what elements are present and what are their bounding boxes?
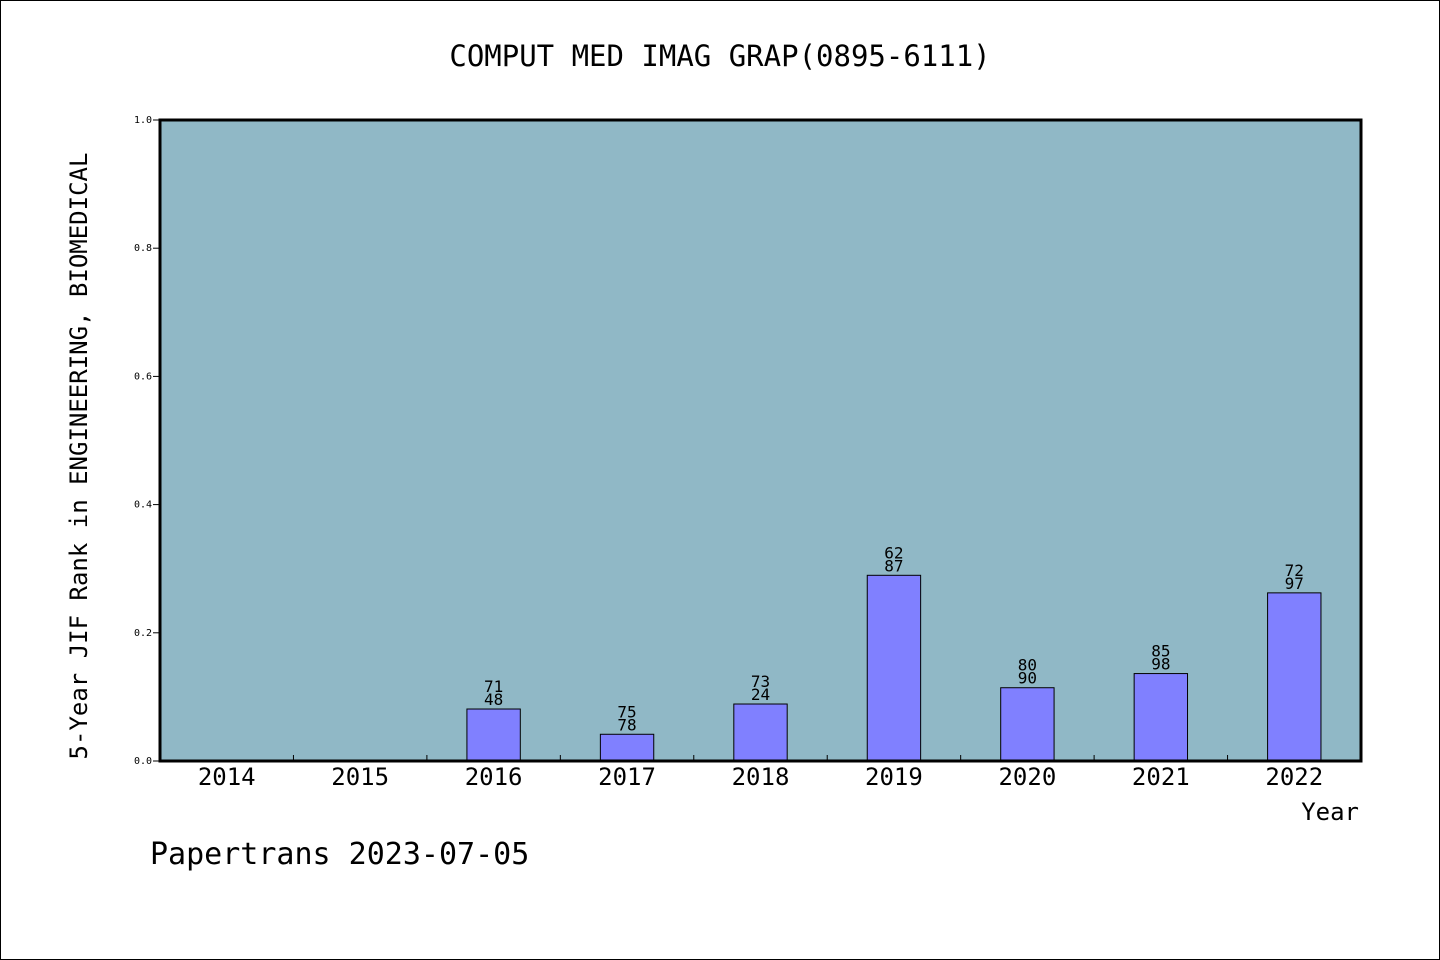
chart-title: COMPUT MED IMAG GRAP(0895-6111)	[449, 39, 990, 73]
bar-label-rank: 85	[1151, 642, 1170, 661]
bar-2019	[866, 574, 922, 762]
y-axis-label: 5-Year JIF Rank in ENGINEERING, BIOMEDIC…	[65, 153, 93, 760]
y-tick-label: 0.4	[134, 500, 152, 511]
footer-credit: Papertrans 2023-07-05	[150, 837, 529, 872]
bar-2022	[1267, 592, 1322, 762]
x-tick-label: 2018	[732, 763, 790, 791]
x-tick-label: 2021	[1132, 763, 1190, 791]
bar-label-total: 87	[884, 556, 903, 575]
bar-label-total: 24	[751, 685, 770, 704]
y-tick-label: 0.2	[134, 628, 152, 639]
x-axis: 2014 2015 2016 2017 2018 2019 2020 2021 2022	[198, 755, 1323, 791]
bar-2016	[466, 708, 521, 762]
y-tick-label: 0.6	[134, 371, 152, 382]
y-tick-label: 1.0	[134, 115, 152, 126]
x-tick-label: 2019	[865, 763, 923, 791]
x-tick-label: 2017	[598, 763, 656, 791]
bar-label-rank: 62	[884, 543, 903, 562]
bar-2018	[733, 703, 788, 762]
bars-group	[466, 574, 1322, 762]
bar-label-total: 78	[617, 715, 636, 734]
x-axis-label: Year	[1301, 798, 1359, 826]
bar-label-rank: 73	[751, 672, 770, 691]
bar-label-total: 97	[1285, 574, 1304, 593]
plot-border	[158, 118, 1363, 763]
y-tick-label: 0.0	[134, 756, 152, 767]
bar-label-total: 98	[1151, 655, 1170, 674]
bar-label-rank: 72	[1285, 561, 1304, 580]
bar-label-total: 48	[484, 690, 503, 709]
bar-2020	[1000, 687, 1055, 762]
x-tick-label: 2016	[465, 763, 523, 791]
bar-label-rank: 71	[484, 677, 503, 696]
x-tick-label: 2015	[331, 763, 389, 791]
bar-label-total: 90	[1018, 669, 1037, 688]
bar-label-rank: 75	[617, 702, 636, 721]
bar-label-rank: 80	[1018, 656, 1037, 675]
plot-area	[160, 120, 1361, 761]
bar-2017	[599, 733, 655, 762]
x-tick-label: 2020	[998, 763, 1056, 791]
y-tick-label: 0.8	[134, 243, 152, 254]
y-axis: 0.0 0.2 0.4 0.6 0.8 1.0	[134, 115, 160, 767]
x-tick-label: 2014	[198, 763, 256, 791]
bar-2021	[1133, 673, 1189, 762]
x-tick-label: 2022	[1265, 763, 1323, 791]
